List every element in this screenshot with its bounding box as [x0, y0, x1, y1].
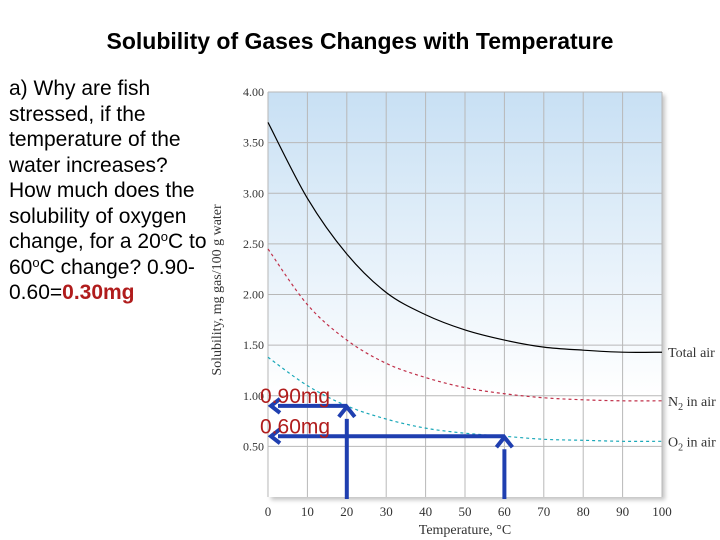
series-line — [267, 122, 663, 353]
data-point — [346, 339, 347, 340]
x-tick-label: 30 — [380, 504, 393, 519]
value-annotation: 0.90mg — [260, 385, 330, 408]
data-point — [543, 397, 544, 398]
series-line — [267, 356, 663, 442]
y-axis-label: Solubility, mg gas/100 g water — [210, 204, 225, 376]
x-tick-label: 100 — [652, 504, 672, 519]
data-point — [307, 198, 308, 199]
degree-symbol: o — [160, 229, 169, 244]
data-point — [543, 439, 544, 440]
horizontal-arrowhead — [267, 427, 282, 445]
series-label: N2 in air — [668, 395, 716, 413]
answer-prefix: 0.90-0.60= — [9, 255, 195, 305]
data-point — [622, 352, 623, 353]
x-tick-label: 10 — [301, 504, 314, 519]
y-tick-label: 2.50 — [243, 237, 264, 251]
y-tick-label: 3.50 — [243, 136, 264, 150]
data-point — [583, 440, 584, 441]
data-point — [425, 428, 426, 429]
annotations: 0.90mg 0.60mg — [260, 385, 514, 499]
question-part-2: C to 60 — [9, 230, 207, 279]
x-tick-label: 60 — [498, 504, 511, 519]
degree-symbol: o — [32, 254, 40, 270]
x-tick-label: 90 — [616, 504, 629, 519]
series-labels: Total air N2 in air O2 in air — [668, 346, 716, 453]
series-label: O2 in air — [668, 435, 716, 453]
series-label: Total air — [668, 346, 715, 361]
question-part-3: C change? — [39, 255, 142, 279]
data-point — [425, 314, 426, 315]
x-tick-labels: 0 10 20 30 40 50 60 70 80 90 100 — [265, 504, 672, 519]
data-point — [661, 352, 662, 353]
x-tick-label: 50 — [459, 504, 472, 519]
data-point — [583, 350, 584, 351]
data-point — [386, 292, 387, 293]
data-point — [464, 433, 465, 434]
question-part-1: a) Why are fish stressed, if the tempera… — [9, 77, 195, 253]
y-tick-label: 1.50 — [243, 338, 264, 352]
y-tick-label: 2.00 — [243, 288, 264, 302]
x-tick-label: 40 — [419, 504, 432, 519]
x-tick-label: 70 — [537, 504, 550, 519]
x-tick-label: 0 — [265, 504, 272, 519]
y-tick-label: 4.00 — [243, 85, 264, 99]
data-point — [307, 304, 308, 305]
x-tick-label: 80 — [577, 504, 590, 519]
answer-value: 0.30mg — [62, 281, 135, 304]
y-tick-label: 0.50 — [243, 439, 264, 453]
data-point — [583, 399, 584, 400]
value-annotation: 0.60mg — [260, 415, 330, 438]
data-point — [543, 347, 544, 348]
y-tick-labels: 0.50 1.00 1.50 2.00 2.50 3.00 3.50 4.00 — [243, 85, 264, 453]
data-point — [661, 400, 662, 401]
data-point — [386, 363, 387, 364]
data-point — [267, 122, 268, 123]
data-point — [622, 400, 623, 401]
data-point — [425, 377, 426, 378]
answer-line: 0.90-0.60=0.30mg — [9, 256, 195, 305]
data-point — [504, 393, 505, 394]
x-axis-label: Temperature, °C — [419, 523, 511, 538]
series-line — [267, 248, 663, 402]
series-lines — [267, 122, 663, 442]
data-point — [504, 339, 505, 340]
data-point — [386, 418, 387, 419]
data-point — [661, 441, 662, 442]
question-text: a) Why are fish stressed, if the tempera… — [9, 76, 214, 306]
data-point — [346, 253, 347, 254]
data-point — [267, 357, 268, 358]
data-point — [464, 329, 465, 330]
data-point — [464, 387, 465, 388]
data-point — [622, 441, 623, 442]
y-tick-label: 3.00 — [243, 186, 264, 200]
data-point — [267, 248, 268, 249]
slide-title: Solubility of Gases Changes with Tempera… — [106, 28, 614, 54]
grid-lines — [267, 91, 663, 497]
y-tick-label: 1.00 — [243, 389, 264, 403]
horizontal-arrowhead — [267, 397, 282, 415]
x-tick-label: 20 — [340, 504, 353, 519]
